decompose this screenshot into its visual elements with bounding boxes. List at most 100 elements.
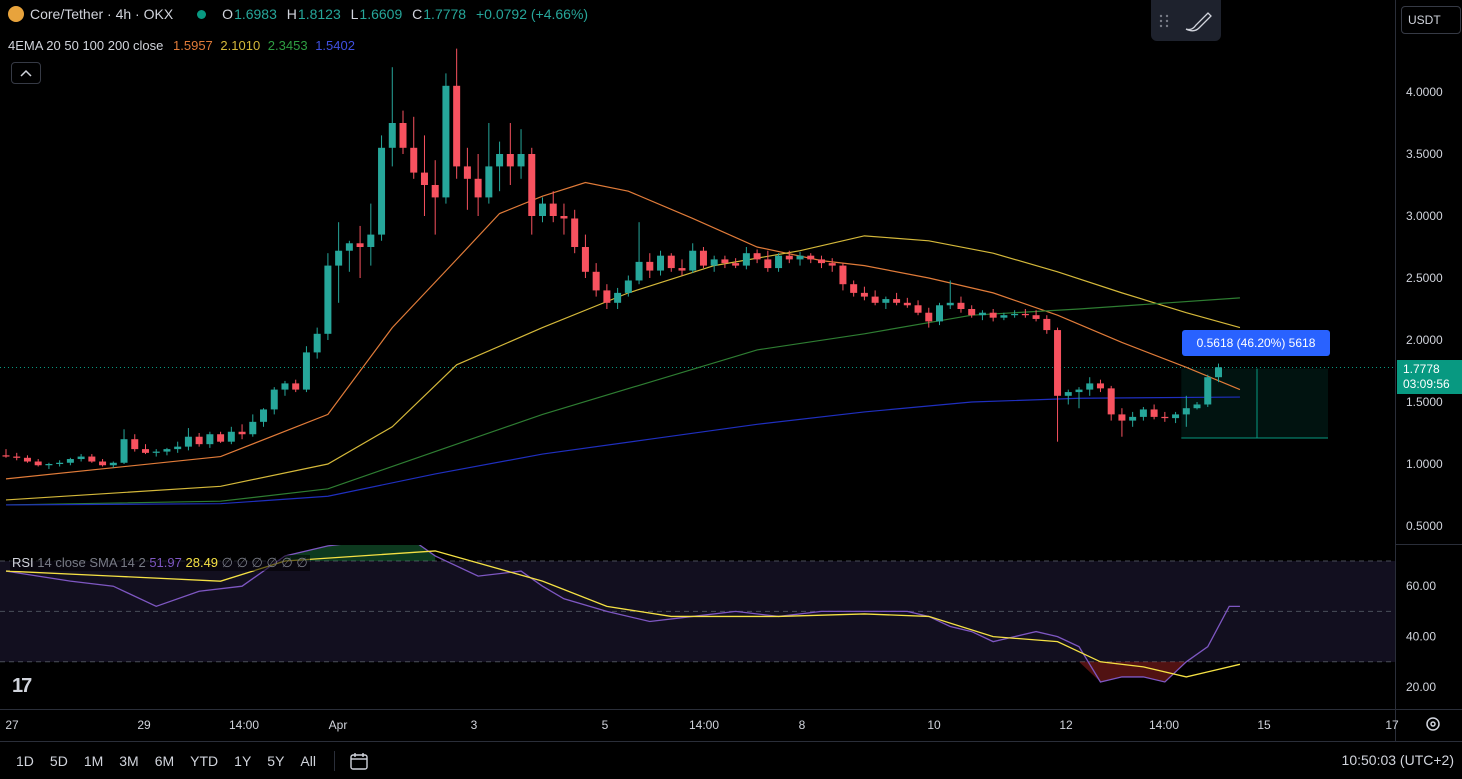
price-axis-labels: 4.0000 3.5000 3.0000 2.5000 2.0000 1.5000 1.00…	[1406, 85, 1443, 533]
candle-body	[1129, 416, 1137, 421]
candle-body	[249, 421, 257, 435]
range-ytd-button[interactable]: YTD	[190, 752, 219, 769]
price-range-measure[interactable]	[1181, 368, 1328, 439]
candle-body	[184, 436, 192, 447]
ema20-line	[5, 181, 1241, 480]
candle-body	[549, 203, 557, 216]
rsi-ma-value: 28.49	[185, 555, 219, 570]
symbol-title[interactable]: Core/Tether · 4h · OKX	[30, 6, 174, 22]
candle-body	[99, 461, 107, 466]
candle-body	[592, 271, 600, 291]
candle-body	[1043, 318, 1051, 331]
time-tick-label: 17	[1385, 718, 1399, 732]
candle-body	[807, 255, 815, 260]
candle-body	[410, 147, 418, 173]
candle-body	[893, 299, 901, 303]
price-chart[interactable]: 4.0000 3.5000 3.0000 2.5000 2.0000 1.5000 1.00…	[0, 0, 1462, 741]
candle-body	[667, 255, 675, 269]
candle-body	[528, 154, 536, 216]
ema-indicator-legend[interactable]: 4EMA 20 50 100 200 close 1.5957 2.1010 2…	[8, 38, 355, 53]
candle-body	[903, 302, 911, 306]
candlesticks	[2, 48, 1222, 469]
candle-body	[957, 302, 965, 309]
price-tick-label: 2.5000	[1406, 271, 1443, 285]
candle-body	[496, 154, 504, 167]
candle-body	[839, 265, 847, 285]
rsi-axis-labels: 60.00 40.00 20.00	[1406, 579, 1436, 694]
range-5y-button[interactable]: 5Y	[267, 752, 285, 769]
candle-body	[721, 259, 729, 264]
ema100-value: 2.3453	[267, 38, 308, 53]
candle-body	[1182, 408, 1190, 415]
collapse-legend-button[interactable]	[11, 62, 41, 84]
candle-body	[206, 434, 214, 445]
rsi-params: 14 close SMA 14 2	[37, 555, 146, 570]
candle-body	[978, 312, 986, 316]
rsi-tick-label: 20.00	[1406, 680, 1436, 694]
candle-body	[163, 449, 171, 452]
range-6m-button[interactable]: 6M	[154, 752, 175, 769]
go-to-date-button[interactable]	[333, 750, 369, 771]
ema200-line	[5, 396, 1240, 506]
candle-body	[66, 459, 74, 463]
candle-body	[914, 305, 922, 313]
candle-body	[581, 247, 589, 272]
candle-body	[2, 455, 10, 457]
candle-body	[442, 85, 450, 198]
candle-body	[302, 352, 310, 390]
candle-body	[732, 263, 740, 266]
brush-icon[interactable]	[1184, 9, 1214, 33]
settings-gear-icon[interactable]	[1426, 717, 1440, 731]
candle-body	[968, 309, 976, 316]
measure-area	[1181, 368, 1328, 438]
candle-body	[281, 383, 289, 390]
candle-body	[399, 123, 407, 148]
rsi-legend[interactable]: RSI 14 close SMA 14 2 51.97 28.49 ∅ ∅ ∅ …	[10, 555, 310, 571]
range-all-button[interactable]: All	[300, 752, 316, 769]
market-status-icon[interactable]	[197, 9, 207, 19]
candle-body	[195, 436, 203, 445]
last-price-badge: 1.7778 03:09:56	[1397, 360, 1462, 394]
price-tick-label: 4.0000	[1406, 85, 1443, 99]
rsi-lines	[0, 538, 1395, 683]
currency-selector[interactable]: USDT	[1401, 6, 1461, 34]
range-1m-button[interactable]: 1M	[83, 752, 104, 769]
candle-body	[217, 434, 225, 442]
candle-body	[109, 462, 117, 466]
candle-body	[560, 216, 568, 219]
range-5d-button[interactable]: 5D	[49, 752, 68, 769]
ema200-value: 1.5402	[315, 38, 355, 53]
tradingview-logo-icon[interactable]: 17	[12, 675, 32, 697]
range-1y-button[interactable]: 1Y	[234, 752, 252, 769]
rsi-overbought-fill	[284, 540, 436, 561]
rsi-value: 51.97	[149, 555, 182, 570]
drag-handle-icon[interactable]	[1159, 13, 1169, 29]
candle-body	[850, 284, 858, 293]
candle-body	[270, 389, 278, 410]
candle-body	[1204, 377, 1212, 405]
candle-body	[1193, 404, 1201, 409]
price-tick-label: 0.5000	[1406, 519, 1443, 533]
candle-body	[1000, 315, 1008, 318]
candle-body	[345, 243, 353, 251]
time-tick-label: 10	[927, 718, 941, 732]
range-1d-button[interactable]: 1D	[16, 752, 34, 769]
time-tick-label: 27	[5, 718, 19, 732]
ema100-line	[5, 297, 1240, 506]
range-3m-button[interactable]: 3M	[119, 752, 139, 769]
clock-timezone[interactable]: 10:50:03 (UTC+2)	[1341, 752, 1454, 768]
candle-body	[174, 446, 182, 450]
candle-body	[388, 123, 396, 148]
candle-body	[227, 431, 235, 442]
candle-body	[603, 290, 611, 303]
candle-body	[474, 178, 482, 198]
drawing-toolbar[interactable]	[1151, 0, 1221, 41]
measure-label[interactable]: 0.5618 (46.20%) 5618	[1182, 330, 1330, 356]
candle-body	[23, 457, 31, 462]
rsi-tick-label: 60.00	[1406, 579, 1436, 593]
candle-body	[463, 166, 471, 179]
candle-body	[1107, 388, 1115, 415]
candle-body	[936, 305, 944, 322]
candle-body	[699, 250, 707, 266]
time-axis-labels: 27 29 14:00 Apr 3 5 14:00 8 10 12 14:00 15 17	[5, 718, 1399, 732]
